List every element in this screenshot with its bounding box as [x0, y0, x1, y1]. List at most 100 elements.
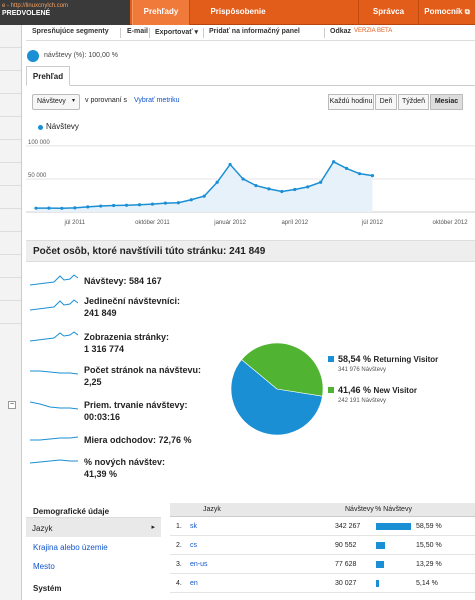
data-point[interactable] [47, 206, 51, 210]
metric-dropdown[interactable]: Návštevy ▾ [32, 94, 80, 110]
sparkline-pages-per-visit [30, 370, 78, 375]
shortcut-button[interactable]: Odkaz [330, 28, 352, 35]
row-pct: 15,50 % [416, 542, 442, 549]
profile-name: PREDVOLENÉ [2, 10, 51, 17]
row-language-link[interactable]: sk [190, 523, 197, 530]
x-tick-label: júl 2011 [64, 220, 86, 226]
demographics-language-item[interactable]: Jazyk ▸ [26, 517, 161, 537]
data-point[interactable] [306, 185, 310, 189]
metric-unique: Jedineční návštevníci: 241 849 [84, 295, 180, 319]
nav-help[interactable]: Pomocník ⧉ [418, 0, 475, 25]
y-tick-label: 100 000 [28, 140, 50, 146]
email-button[interactable]: E-mail [127, 28, 149, 35]
data-point[interactable] [370, 174, 375, 178]
segment-label: návštevy (%): 100,00 % [44, 52, 118, 59]
metric-new-visits-value: 41,39 % [84, 469, 118, 479]
hourly-button[interactable]: Každú hodinu [328, 94, 374, 110]
new-name: New Visitor [373, 386, 417, 395]
month-button[interactable]: Mesiac [430, 94, 463, 110]
metric-duration-value: 00:03:16 [84, 412, 121, 422]
data-point[interactable] [73, 206, 77, 210]
data-point[interactable] [112, 203, 116, 208]
demographics-language-label: Jazyk [32, 524, 53, 533]
collapse-toggle-icon[interactable]: − [8, 401, 16, 409]
add-to-dashboard-button[interactable]: Pridať na informačný panel [209, 28, 300, 35]
data-point[interactable] [319, 180, 323, 184]
visits-chart[interactable]: 100 000 50 000 júl 2011 október 2011 január … [26, 132, 475, 232]
table-row: 4. en 30 027 5,14 % [170, 574, 475, 593]
data-point[interactable] [163, 201, 167, 205]
table-row: 1. sk 342 267 58,59 % [170, 517, 475, 536]
data-point[interactable] [202, 194, 206, 198]
chevron-right-icon: ▸ [151, 524, 155, 531]
data-point[interactable] [215, 180, 219, 184]
metric-unique-value: 241 849 [84, 308, 117, 318]
x-tick-label: október 2011 [135, 220, 170, 226]
area-fill [36, 161, 373, 212]
demographics-city-link[interactable]: Mesto [33, 562, 55, 571]
chevron-down-icon: ▾ [194, 29, 199, 36]
demographics-region-link[interactable]: Krajina alebo územie [33, 543, 108, 552]
data-point[interactable] [60, 206, 64, 210]
row-visits: 342 267 [335, 523, 361, 530]
row-language-link[interactable]: en [190, 580, 198, 587]
pie-slice[interactable] [230, 359, 323, 436]
data-point[interactable] [228, 162, 232, 167]
row-visits: 90 552 [335, 542, 357, 549]
compare-label: v porovnaní s [85, 97, 128, 104]
new-pct: 41,46 % [338, 385, 372, 395]
nav-reports[interactable]: Prehľady [132, 0, 190, 25]
data-point[interactable] [99, 204, 103, 208]
data-point[interactable] [34, 206, 38, 210]
external-link-icon: ⧉ [464, 9, 470, 16]
language-table-header: Jazyk Návštevy % Návštevy [170, 503, 475, 517]
data-point[interactable] [241, 177, 245, 181]
metric-pageviews-label: Zobrazenia stránky: [84, 332, 170, 342]
data-point[interactable] [254, 183, 258, 188]
metric-new-visits: % nových návštev: 41,39 % [84, 456, 165, 480]
day-button[interactable]: Deň [375, 94, 397, 110]
new-legend-swatch [328, 387, 334, 393]
nav-help-label: Pomocník [424, 7, 463, 16]
data-point[interactable] [86, 205, 90, 209]
choose-metric-link[interactable]: Vybrať metriku [134, 97, 180, 104]
sparkline-pageviews [30, 331, 78, 342]
row-visits: 77 628 [335, 561, 357, 568]
pie-slice[interactable] [241, 342, 324, 397]
account-selector[interactable]: e - http://linuxcnylch.com PREDVOLENÉ [0, 0, 130, 25]
row-pct-bar [376, 523, 412, 530]
metric-duration: Priem. trvanie návštevy: 00:03:16 [84, 399, 224, 423]
data-point[interactable] [280, 189, 284, 194]
data-point[interactable] [176, 201, 180, 205]
col-visits: Návštevy [345, 506, 374, 513]
data-point[interactable] [332, 160, 336, 164]
metric-duration-label: Priem. trvanie návštevy: [84, 400, 188, 410]
account-url: e - http://linuxcnylch.com [2, 3, 69, 9]
metric-bounce: Miera odchodov: 72,76 % [84, 434, 192, 446]
returning-legend: 58,54 % Returning Visitor [338, 354, 438, 364]
week-button[interactable]: Týždeň [398, 94, 429, 110]
metric-new-visits-label: % nových návštev: [84, 457, 166, 467]
data-point[interactable] [357, 172, 362, 176]
legend-label: Návštevy [46, 122, 79, 131]
chevron-down-icon: ▾ [71, 98, 75, 104]
row-language-link[interactable]: en-us [190, 561, 208, 568]
data-point[interactable] [267, 187, 271, 191]
report-toolbar: Spresňujúce segmenty E-mail Exportovať ▾… [26, 25, 475, 41]
data-point[interactable] [124, 203, 129, 207]
tab-overview[interactable]: Prehľad [26, 66, 70, 86]
data-point[interactable] [150, 202, 155, 206]
nav-customization[interactable]: Prispôsobenie [210, 7, 266, 16]
data-point[interactable] [137, 203, 142, 207]
row-language-link[interactable]: cs [190, 542, 197, 549]
segments-button[interactable]: Spresňujúce segmenty [32, 28, 109, 35]
data-point[interactable] [189, 198, 193, 202]
export-button[interactable]: Exportovať ▾ [155, 28, 198, 36]
visitor-type-pie[interactable] [230, 342, 324, 436]
metric-bounce-value: 72,76 % [158, 435, 192, 445]
row-rank: 1. [176, 523, 182, 530]
data-point[interactable] [293, 187, 297, 192]
nav-admin[interactable]: Správca [358, 0, 418, 25]
row-pct: 5,14 % [416, 580, 438, 587]
data-point[interactable] [344, 166, 349, 170]
